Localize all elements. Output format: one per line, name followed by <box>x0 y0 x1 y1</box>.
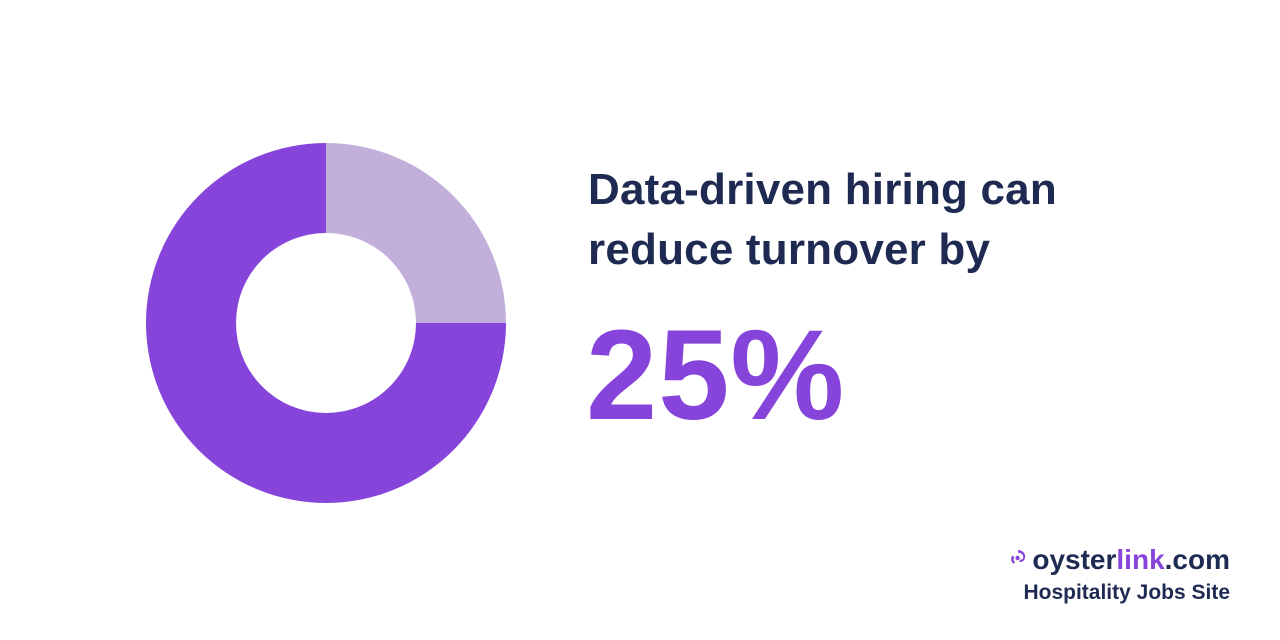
brand-wordmark: oysterlink.com <box>1032 544 1230 576</box>
oyster-swirl-icon <box>1011 550 1026 564</box>
donut-chart <box>146 143 506 503</box>
headline-line-2: reduce turnover by <box>588 225 991 274</box>
wordmark-oyster: oyster <box>1032 544 1117 575</box>
brand-logo: oysterlink.com <box>1008 542 1230 578</box>
wordmark-com: .com <box>1164 544 1230 575</box>
donut-chart-svg <box>146 143 506 503</box>
headline-line-1: Data-driven hiring can <box>588 165 1057 214</box>
donut-slice-1 <box>326 143 506 323</box>
brand-footer: oysterlink.com Hospitality Jobs Site <box>1008 542 1230 606</box>
stat-value: 25% <box>586 304 846 447</box>
donut-slice-2 <box>146 143 506 503</box>
wordmark-link: link <box>1116 544 1165 575</box>
brand-tagline: Hospitality Jobs Site <box>1023 581 1230 604</box>
headline: Data-driven hiring can reduce turnover b… <box>588 160 1208 280</box>
